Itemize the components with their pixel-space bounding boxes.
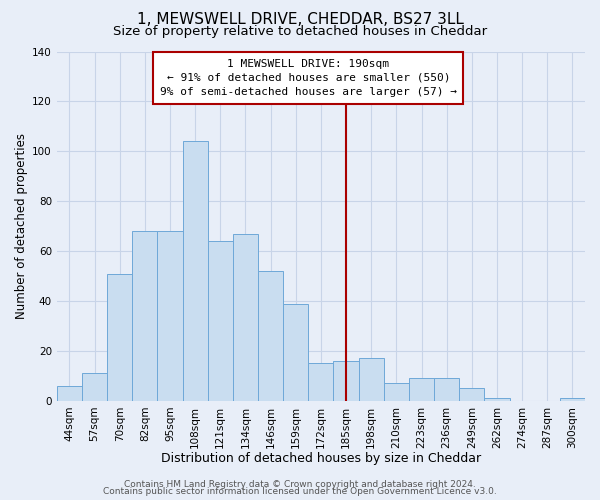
Bar xyxy=(233,234,258,401)
Bar xyxy=(484,398,509,401)
Y-axis label: Number of detached properties: Number of detached properties xyxy=(15,133,28,319)
Bar xyxy=(334,361,359,401)
Text: 1, MEWSWELL DRIVE, CHEDDAR, BS27 3LL: 1, MEWSWELL DRIVE, CHEDDAR, BS27 3LL xyxy=(137,12,463,28)
Bar xyxy=(157,231,182,401)
Bar xyxy=(459,388,484,401)
Bar xyxy=(308,364,334,401)
Bar xyxy=(132,231,157,401)
Text: Contains HM Land Registry data © Crown copyright and database right 2024.: Contains HM Land Registry data © Crown c… xyxy=(124,480,476,489)
Text: Contains public sector information licensed under the Open Government Licence v3: Contains public sector information licen… xyxy=(103,487,497,496)
X-axis label: Distribution of detached houses by size in Cheddar: Distribution of detached houses by size … xyxy=(161,452,481,465)
Bar xyxy=(384,384,409,401)
Bar xyxy=(283,304,308,401)
Text: 1 MEWSWELL DRIVE: 190sqm
← 91% of detached houses are smaller (550)
9% of semi-d: 1 MEWSWELL DRIVE: 190sqm ← 91% of detach… xyxy=(160,59,457,97)
Bar xyxy=(434,378,459,401)
Bar xyxy=(182,142,208,401)
Bar xyxy=(359,358,384,401)
Bar xyxy=(409,378,434,401)
Bar xyxy=(258,271,283,401)
Text: Size of property relative to detached houses in Cheddar: Size of property relative to detached ho… xyxy=(113,25,487,38)
Bar xyxy=(208,241,233,401)
Bar xyxy=(57,386,82,401)
Bar xyxy=(560,398,585,401)
Bar xyxy=(82,374,107,401)
Bar xyxy=(107,274,132,401)
